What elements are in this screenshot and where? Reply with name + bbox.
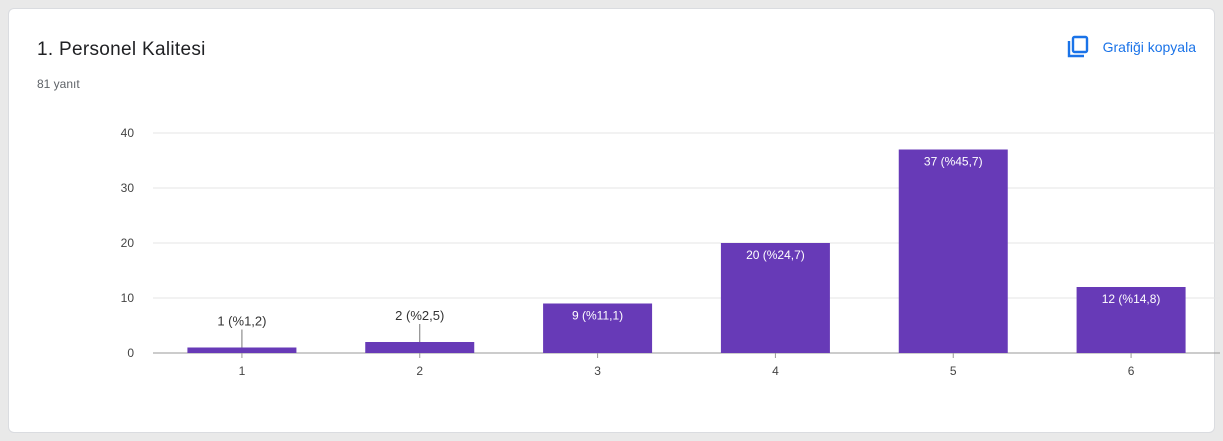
bar	[720, 243, 830, 353]
x-tick-label: 1	[239, 364, 246, 378]
bar	[1076, 287, 1186, 353]
y-tick-label: 30	[121, 181, 135, 195]
data-label: 12 (%14,8)	[1102, 292, 1161, 306]
copy-chart-button[interactable]: Grafiği kopyala	[1065, 31, 1196, 63]
data-label: 9 (%11,1)	[572, 309, 623, 323]
bar	[187, 347, 297, 353]
bar	[898, 149, 1008, 353]
data-label: 37 (%45,7)	[924, 155, 983, 169]
y-tick-label: 20	[121, 236, 135, 250]
y-tick-label: 40	[121, 126, 135, 140]
y-tick-label: 10	[121, 291, 135, 305]
copy-chart-label: Grafiği kopyala	[1102, 39, 1196, 55]
x-tick-label: 3	[594, 364, 601, 378]
x-tick-label: 4	[772, 364, 779, 378]
question-card: 1. Personel Kalitesi 81 yanıt Grafiği ko…	[8, 8, 1215, 433]
x-tick-label: 5	[950, 364, 957, 378]
copy-icon	[1067, 35, 1088, 58]
x-tick-label: 6	[1128, 364, 1135, 378]
response-count: 81 yanıt	[37, 77, 80, 91]
data-label: 1 (%1,2)	[217, 314, 266, 329]
y-tick-label: 0	[127, 346, 134, 360]
x-tick-label: 2	[416, 364, 423, 378]
data-label: 20 (%24,7)	[746, 248, 805, 262]
data-label: 2 (%2,5)	[395, 308, 444, 323]
bar	[365, 342, 475, 353]
question-title: 1. Personel Kalitesi	[37, 39, 206, 60]
bar	[543, 303, 653, 353]
